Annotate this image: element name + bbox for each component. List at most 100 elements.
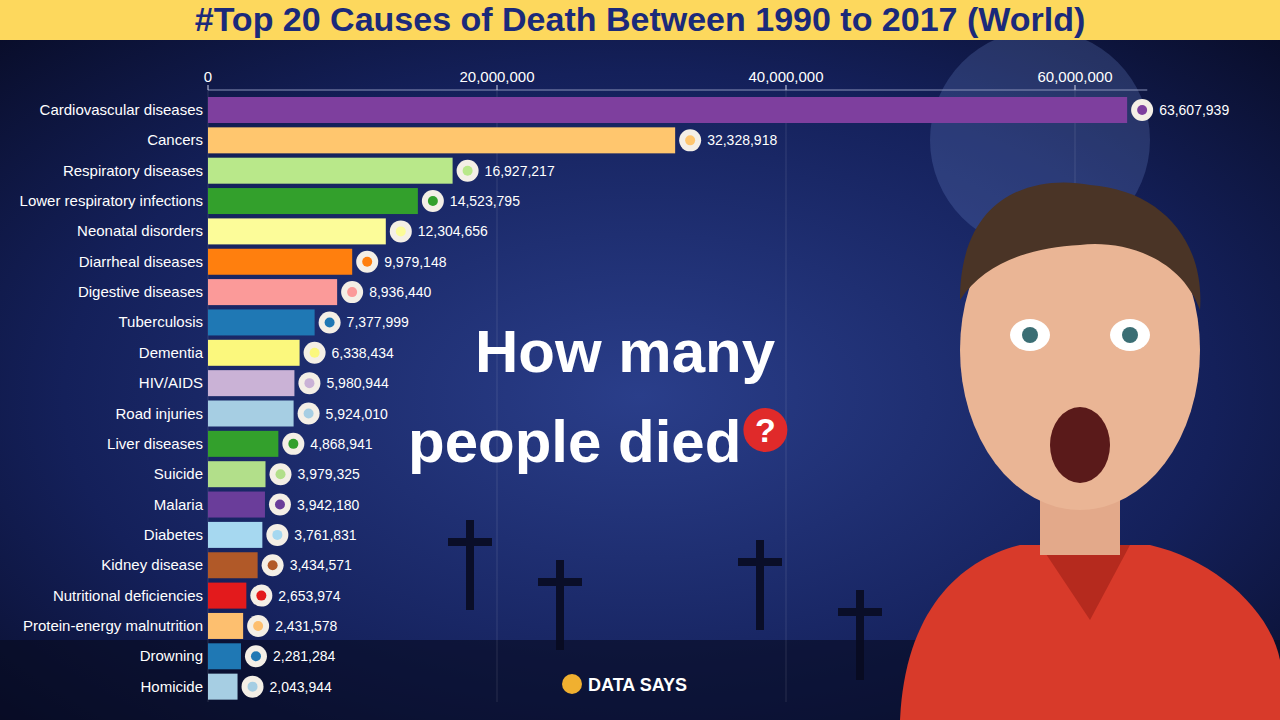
icon-dot: [1137, 105, 1147, 115]
annotation: How many: [475, 318, 776, 385]
data-label: 5,980,944: [326, 375, 388, 391]
bar: [208, 340, 300, 366]
icon-dot: [272, 530, 282, 540]
tick-label: 60,000,000: [1037, 68, 1112, 85]
cross: [756, 540, 764, 630]
icon-badge: [245, 645, 267, 667]
data-label: 8,936,440: [369, 284, 431, 300]
shirt: [900, 545, 1280, 720]
data-label: 6,338,434: [332, 345, 394, 361]
data-label: 14,523,795: [450, 193, 520, 209]
bar: [208, 370, 294, 396]
icon-badge: [298, 372, 320, 394]
icon-badge: [298, 403, 320, 425]
person: [900, 182, 1280, 720]
category-label: Diarrheal diseases: [79, 253, 203, 270]
bar: [208, 249, 352, 275]
data-label: 12,304,656: [418, 223, 488, 239]
bar: [208, 674, 238, 700]
category-label: Suicide: [154, 465, 203, 482]
data-label: 3,979,325: [298, 466, 360, 482]
category-label: Tuberculosis: [119, 313, 203, 330]
annotation: ?: [755, 411, 776, 449]
icon-badge: [270, 463, 292, 485]
icon-dot: [396, 226, 406, 236]
background: [0, 0, 1280, 720]
bar: [208, 552, 258, 578]
hair: [960, 182, 1200, 310]
category-label: Road injuries: [115, 405, 203, 422]
category-label: Respiratory diseases: [63, 162, 203, 179]
category-label: Homicide: [140, 678, 203, 695]
category-label: Liver diseases: [107, 435, 203, 452]
tick-mark: [1075, 85, 1076, 90]
data-label: 2,043,944: [270, 679, 332, 695]
bar: [208, 188, 418, 214]
icon-dot: [268, 560, 278, 570]
category-label: Kidney disease: [101, 556, 203, 573]
icon-badge: [1131, 99, 1153, 121]
logo: [562, 674, 582, 694]
bar: [208, 279, 337, 305]
icon-dot: [275, 500, 285, 510]
bar: [208, 613, 243, 639]
icon-badge: [242, 676, 264, 698]
icon-dot: [310, 348, 320, 358]
tick-mark: [786, 85, 787, 90]
title: #Top 20 Causes of Death Between 1990 to …: [195, 0, 1086, 38]
icon-badge: [250, 585, 272, 607]
data-label: 3,761,831: [294, 527, 356, 543]
tick-label: 40,000,000: [748, 68, 823, 85]
bar: [208, 127, 675, 153]
icon-dot: [685, 135, 695, 145]
icon-dot: [463, 166, 473, 176]
icon-dot: [248, 682, 258, 692]
category-label: Cardiovascular diseases: [40, 101, 203, 118]
grid-line: [497, 90, 498, 702]
cross: [538, 578, 582, 586]
category-label: Nutritional deficiencies: [53, 587, 203, 604]
data-label: 32,328,918: [707, 132, 777, 148]
icon-dot: [253, 621, 263, 631]
bar: [208, 309, 315, 335]
bar: [208, 583, 246, 609]
data-label: 9,979,148: [384, 254, 446, 270]
icon-badge: [247, 615, 269, 637]
icon-badge: [266, 524, 288, 546]
cross: [448, 538, 492, 546]
grid-line: [786, 90, 787, 702]
cross: [838, 608, 882, 616]
icon-badge: [319, 311, 341, 333]
icon-dot: [347, 287, 357, 297]
icon-badge: [356, 251, 378, 273]
tick-label: 0: [204, 68, 212, 85]
icon-badge: [304, 342, 326, 364]
category-label: Lower respiratory infections: [20, 192, 203, 209]
category-label: Drowning: [140, 647, 203, 664]
bar: [208, 218, 386, 244]
tick-label: 20,000,000: [459, 68, 534, 85]
pupil: [1122, 327, 1138, 343]
icon-badge: [422, 190, 444, 212]
data-label: 2,281,284: [273, 648, 335, 664]
data-label: 3,434,571: [290, 557, 352, 573]
x-axis-line: [208, 90, 1147, 91]
data-label: 7,377,999: [347, 314, 409, 330]
data-label: 2,653,974: [278, 588, 340, 604]
data-label: 63,607,939: [1159, 102, 1229, 118]
icon-dot: [304, 378, 314, 388]
cross: [556, 560, 564, 650]
annotation: people died: [408, 408, 741, 475]
bar: [208, 461, 266, 487]
data-label: 4,868,941: [310, 436, 372, 452]
title-band: [0, 0, 1280, 40]
bar: [208, 492, 265, 518]
icon-dot: [288, 439, 298, 449]
category-label: Dementia: [139, 344, 204, 361]
mouth: [1050, 407, 1110, 483]
icon-badge: [262, 554, 284, 576]
category-label: Digestive diseases: [78, 283, 203, 300]
bar: [208, 401, 294, 427]
category-label: Malaria: [154, 496, 204, 513]
cross: [466, 520, 474, 610]
